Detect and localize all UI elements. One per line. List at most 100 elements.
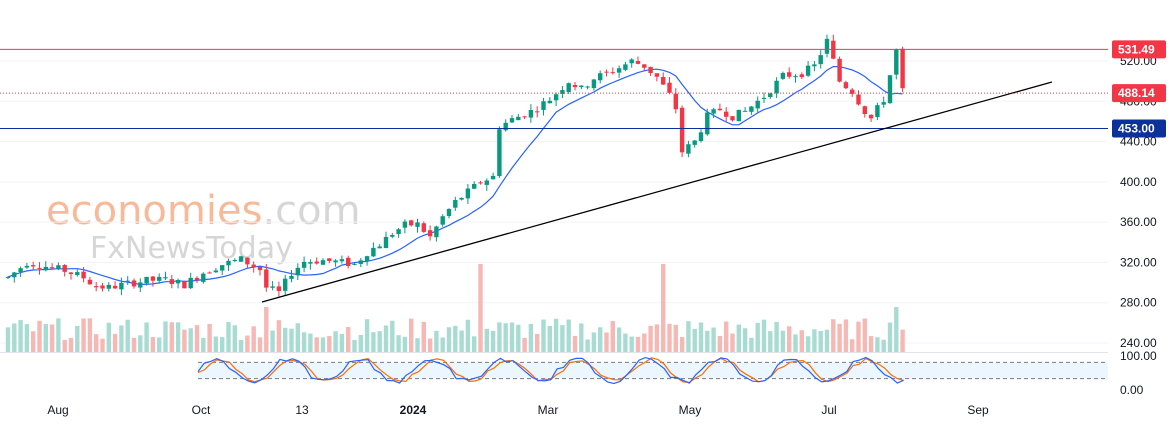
volume-bar [257, 337, 263, 352]
candle-body [339, 259, 345, 262]
horizontal-levels [0, 48, 1108, 129]
volume-bar [144, 322, 149, 352]
candle-body [755, 100, 760, 109]
volume-bar [591, 332, 597, 352]
volume-bar [509, 322, 515, 352]
volume-bar [654, 324, 660, 352]
candle-body [509, 118, 515, 123]
candle-body [749, 106, 754, 112]
candle-body [585, 86, 590, 88]
x-tick-label: 13 [295, 403, 309, 417]
volume-bar [780, 330, 786, 352]
volume-bar [264, 307, 269, 352]
volume-bar [377, 331, 382, 352]
candle-body [799, 74, 804, 78]
candle-body [566, 83, 571, 93]
volume-bar [320, 337, 326, 352]
volume-bar [824, 329, 830, 352]
candle-body [37, 267, 42, 269]
volume-bar [75, 325, 80, 352]
volume-bar [409, 318, 414, 352]
price-axis: 240.00280.00320.00360.00400.00440.00480.… [1108, 0, 1172, 400]
candle-body [371, 247, 376, 257]
candle-body [150, 276, 156, 281]
y-tick-label: 440.00 [1120, 135, 1157, 149]
volume-bar [251, 326, 256, 352]
y-tick-label: 240.00 [1120, 336, 1157, 350]
svg-text:economies.com: economies.com [46, 188, 361, 234]
candle-body [352, 263, 357, 265]
volume-bar [572, 335, 578, 352]
volume-bar [100, 338, 105, 352]
volume-bar [679, 337, 685, 352]
candle-body [43, 266, 48, 271]
volume-bar [238, 339, 244, 352]
candle-body [49, 267, 55, 269]
volume-bar [5, 327, 11, 352]
volume-bar [868, 336, 874, 352]
stochastic-tick-label: 100.00 [1120, 349, 1157, 363]
candle-body [87, 279, 93, 285]
volume-bar [169, 322, 174, 352]
candle-body [679, 107, 685, 153]
candle-body [648, 66, 653, 74]
volume-bar [522, 337, 527, 352]
candle-body [610, 72, 615, 74]
volume-bar [339, 334, 345, 352]
volume-bar [415, 338, 420, 352]
y-tick-label: 320.00 [1120, 255, 1157, 269]
candle-body [81, 271, 86, 279]
watermark: economies.com FxNewsToday [46, 188, 361, 266]
candle-body [875, 105, 880, 117]
candle-body [761, 97, 767, 99]
candle-body [692, 140, 697, 145]
volume-bar [56, 318, 61, 352]
candle-body [541, 101, 546, 110]
candle-body [843, 82, 849, 89]
candle-body [276, 286, 282, 292]
volume-bar [843, 319, 849, 352]
volume-bar [774, 321, 779, 352]
candle-body [163, 277, 168, 279]
candle-body [484, 180, 489, 185]
volume-bar [226, 322, 231, 352]
volume-bar [213, 336, 219, 352]
candle-body [900, 48, 905, 89]
candle-body [207, 272, 212, 274]
candle-body [308, 262, 313, 264]
volume-bar [490, 330, 496, 352]
candle-body [824, 38, 830, 54]
y-tick-label: 360.00 [1120, 215, 1157, 229]
candle-body [213, 270, 219, 273]
candle-body [232, 259, 237, 261]
candle-body [131, 280, 137, 287]
volume-bar [270, 330, 275, 352]
stochastic-panel [0, 352, 1172, 385]
candle-body [642, 64, 647, 68]
candle-body [591, 79, 597, 89]
candle-body [698, 132, 704, 142]
candle-body [472, 183, 477, 189]
candle-body [125, 280, 130, 282]
volume-bar [49, 324, 55, 352]
x-tick-label: Mar [538, 403, 559, 417]
volume-bar [352, 339, 357, 352]
candle-body [396, 229, 401, 235]
volume-bar [497, 322, 502, 352]
volume-bar [308, 333, 313, 352]
volume-bar [68, 337, 74, 352]
candle-body [850, 89, 855, 94]
candle-body [409, 220, 414, 226]
volume-bar [560, 325, 565, 352]
candle-body [686, 144, 691, 154]
candle-body [283, 278, 288, 291]
volume-bar [232, 325, 237, 352]
candle-body [144, 276, 149, 284]
candle-body [535, 111, 540, 113]
candle-body [805, 65, 811, 76]
volume-bar [87, 318, 93, 352]
volume-bar [371, 332, 376, 352]
volume-bar [390, 320, 395, 352]
candle-body [112, 285, 118, 289]
price-badge [1112, 40, 1166, 59]
